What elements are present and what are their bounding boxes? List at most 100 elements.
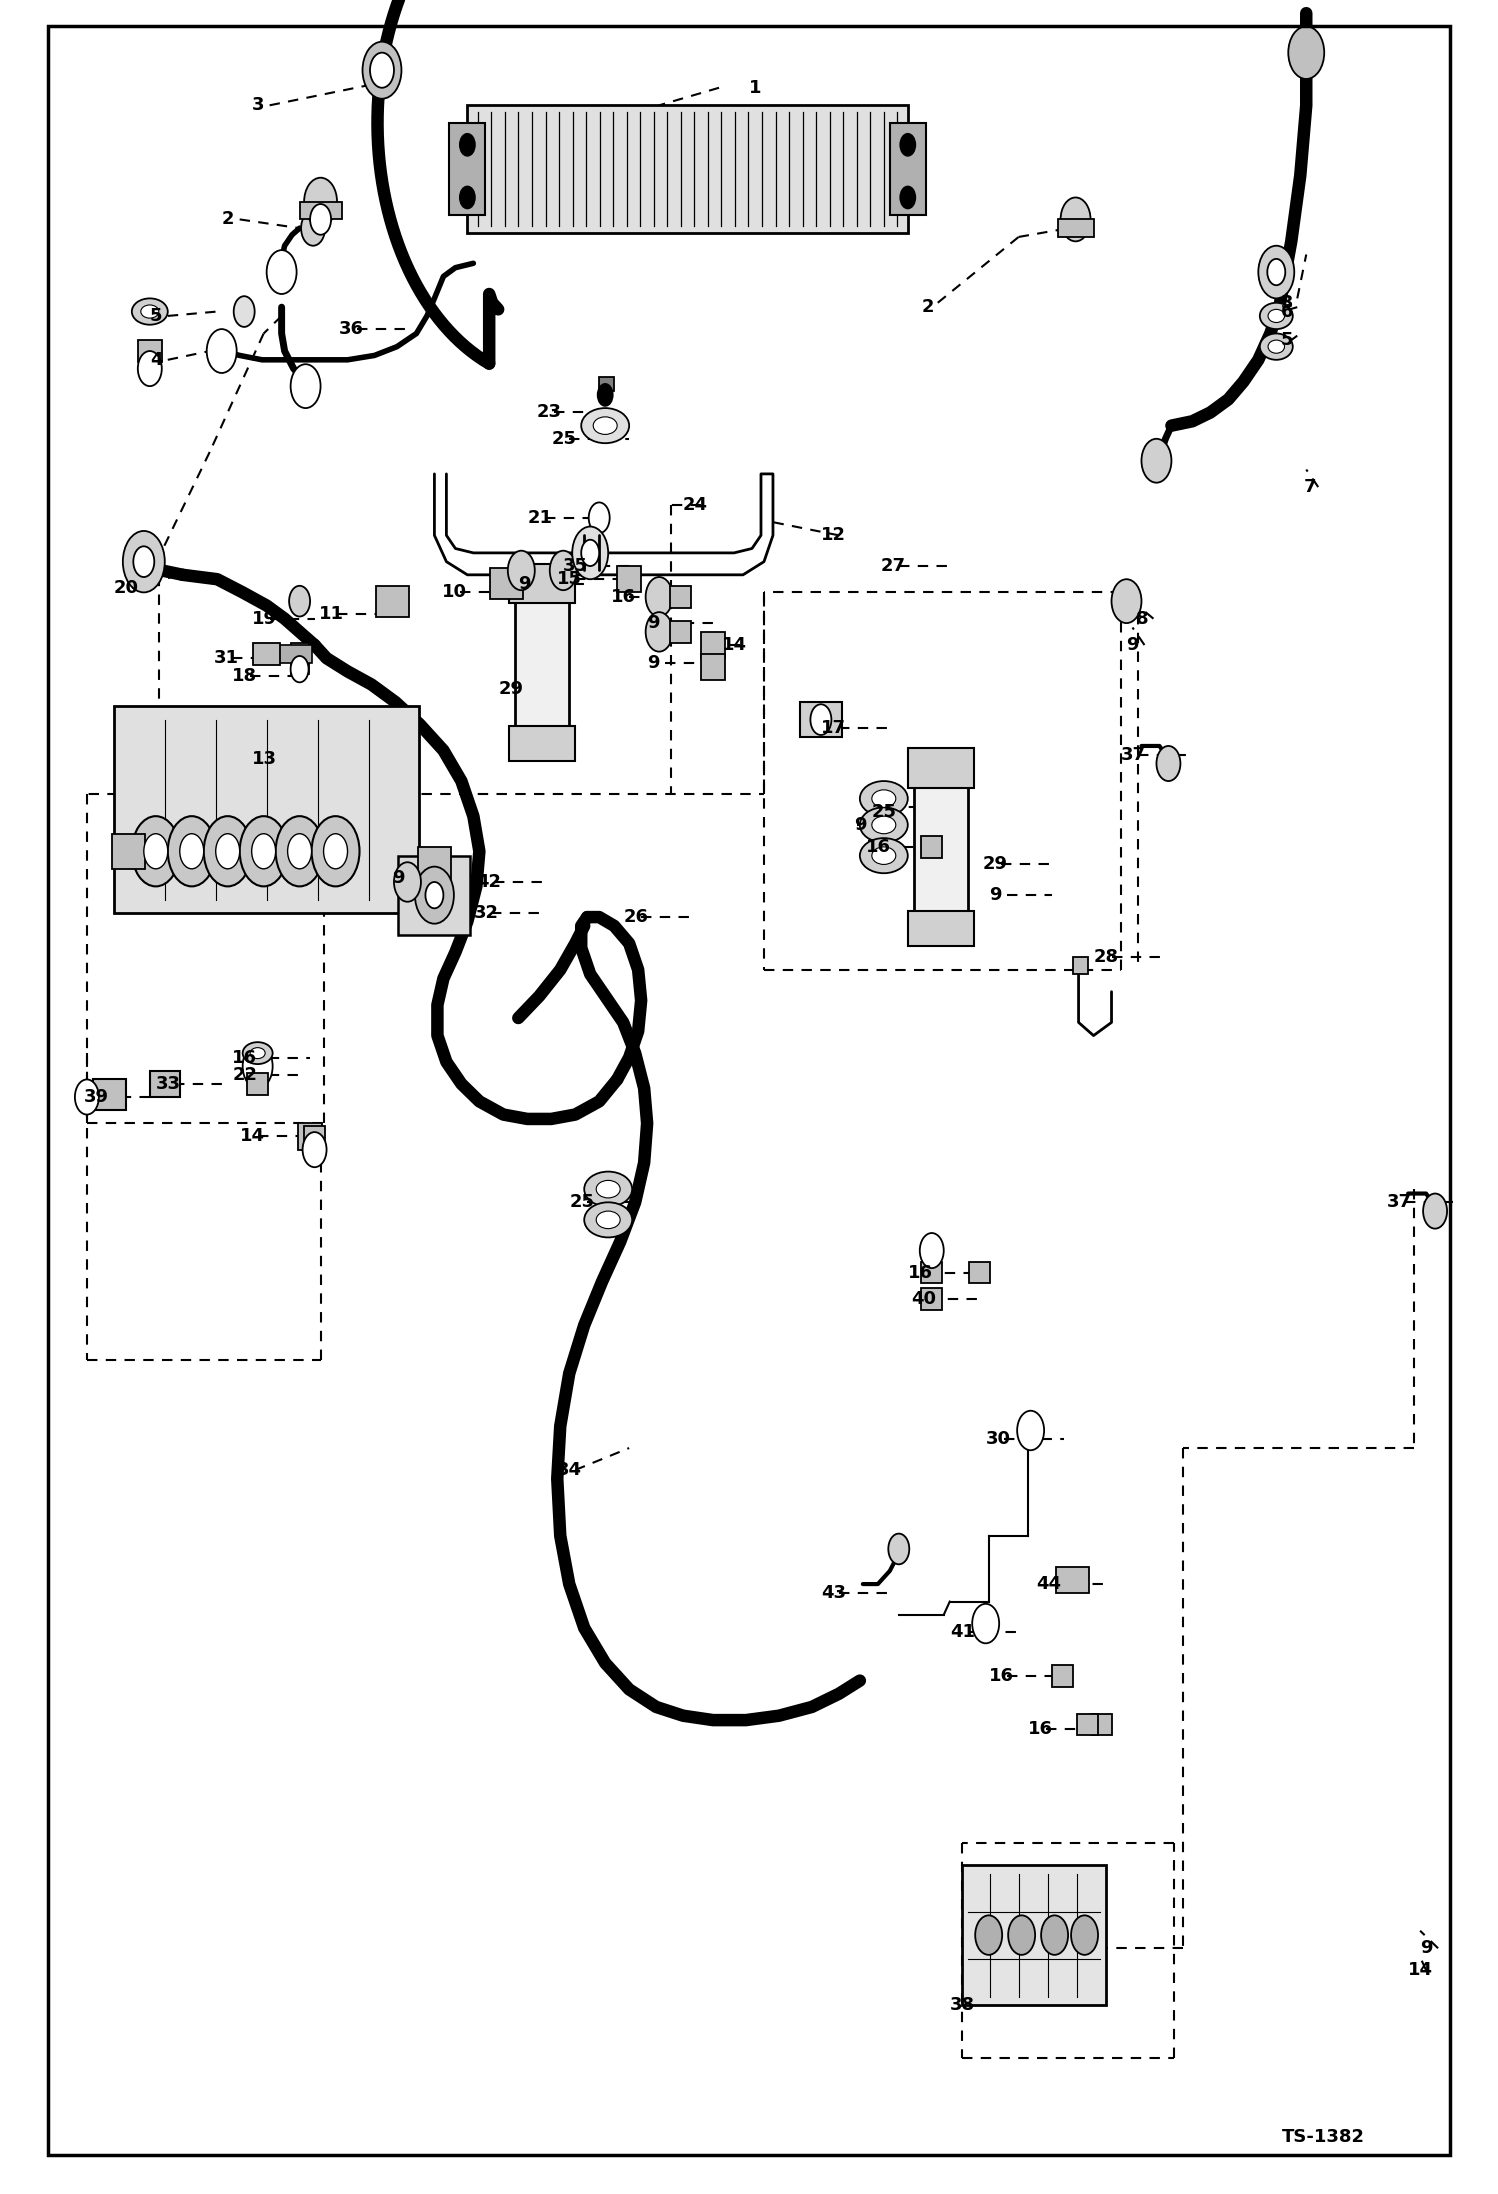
Text: 28: 28 — [1094, 948, 1119, 965]
Text: 31: 31 — [214, 649, 240, 667]
Text: TS-1382: TS-1382 — [1282, 2128, 1365, 2146]
Text: 21: 21 — [527, 509, 553, 527]
Ellipse shape — [860, 838, 908, 873]
Text: 14: 14 — [240, 1128, 265, 1145]
Text: 16: 16 — [611, 588, 637, 606]
Bar — [962, 1865, 1106, 2005]
Bar — [138, 340, 162, 362]
Bar — [291, 643, 309, 674]
Bar — [599, 377, 614, 391]
Bar — [1058, 219, 1094, 237]
Text: 16: 16 — [232, 1049, 258, 1066]
Text: 9: 9 — [518, 575, 530, 592]
Text: 36: 36 — [339, 320, 364, 338]
Circle shape — [1258, 246, 1294, 298]
Circle shape — [975, 1915, 1002, 1955]
Text: 19: 19 — [252, 610, 277, 627]
Text: 34: 34 — [557, 1461, 583, 1479]
Circle shape — [216, 834, 240, 869]
Circle shape — [1061, 197, 1091, 241]
Text: 37: 37 — [1387, 1194, 1413, 1211]
Circle shape — [508, 551, 535, 590]
Text: 25: 25 — [551, 430, 577, 448]
Bar — [515, 581, 569, 744]
Text: 20: 20 — [114, 579, 139, 597]
Bar — [253, 643, 280, 665]
Circle shape — [234, 296, 255, 327]
Text: 11: 11 — [319, 606, 345, 623]
Circle shape — [288, 834, 312, 869]
Circle shape — [900, 186, 915, 208]
Text: 1: 1 — [749, 79, 761, 97]
Bar — [509, 564, 575, 603]
Ellipse shape — [250, 1049, 265, 1058]
Text: 41: 41 — [950, 1624, 975, 1641]
Circle shape — [1017, 1411, 1044, 1450]
Ellipse shape — [872, 790, 896, 807]
Circle shape — [75, 1079, 99, 1115]
Circle shape — [1141, 439, 1171, 483]
Bar — [701, 654, 725, 680]
Bar — [300, 202, 342, 219]
Ellipse shape — [1260, 333, 1293, 360]
Text: 23: 23 — [536, 404, 562, 421]
Text: 18: 18 — [232, 667, 258, 685]
Text: 27: 27 — [881, 557, 906, 575]
Ellipse shape — [1267, 340, 1285, 353]
Text: 16: 16 — [989, 1667, 1014, 1685]
Text: 17: 17 — [821, 720, 846, 737]
Bar — [150, 1071, 180, 1097]
Bar — [670, 621, 691, 643]
Text: 7: 7 — [1303, 478, 1315, 496]
Bar — [376, 586, 409, 617]
Circle shape — [252, 834, 276, 869]
Bar — [247, 1073, 268, 1095]
Circle shape — [240, 816, 288, 886]
Circle shape — [267, 250, 297, 294]
Circle shape — [1267, 259, 1285, 285]
Bar — [304, 1126, 325, 1147]
Text: 25: 25 — [569, 1194, 595, 1211]
Text: 9: 9 — [1126, 636, 1138, 654]
Text: 24: 24 — [683, 496, 709, 513]
Ellipse shape — [872, 816, 896, 834]
Text: 15: 15 — [557, 570, 583, 588]
Text: 3: 3 — [1281, 294, 1293, 312]
Text: 3: 3 — [252, 97, 264, 114]
Circle shape — [304, 178, 337, 226]
Text: 42: 42 — [476, 873, 502, 891]
Text: 40: 40 — [911, 1290, 936, 1308]
Text: 9: 9 — [392, 869, 404, 886]
Text: 29: 29 — [499, 680, 524, 698]
Circle shape — [324, 834, 348, 869]
Circle shape — [1071, 1915, 1098, 1955]
Bar — [921, 836, 942, 858]
Circle shape — [900, 134, 915, 156]
Text: 35: 35 — [563, 557, 589, 575]
Circle shape — [1423, 1194, 1447, 1229]
Ellipse shape — [593, 417, 617, 434]
Text: 13: 13 — [252, 750, 277, 768]
Bar — [800, 702, 842, 737]
Ellipse shape — [1267, 309, 1285, 323]
Circle shape — [312, 816, 360, 886]
Bar — [490, 568, 523, 599]
Circle shape — [425, 882, 443, 908]
Circle shape — [180, 834, 204, 869]
Circle shape — [144, 834, 168, 869]
Bar — [914, 766, 968, 928]
Text: 9: 9 — [989, 886, 1001, 904]
Circle shape — [1008, 1915, 1035, 1955]
Circle shape — [920, 1233, 944, 1268]
Circle shape — [243, 1044, 273, 1088]
Circle shape — [550, 551, 577, 590]
Bar — [1091, 1714, 1112, 1735]
Bar — [1056, 1567, 1089, 1593]
Text: 2: 2 — [921, 298, 933, 316]
Bar — [93, 1079, 126, 1110]
Ellipse shape — [872, 847, 896, 864]
Text: 14: 14 — [722, 636, 748, 654]
Circle shape — [310, 204, 331, 235]
Text: 5: 5 — [1281, 331, 1293, 349]
Circle shape — [581, 540, 599, 566]
